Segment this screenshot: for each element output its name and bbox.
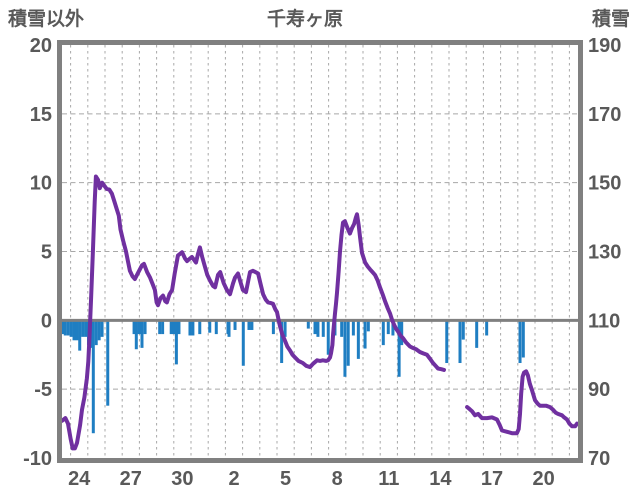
right-axis-tick-label: 150: [588, 173, 621, 195]
precip-bar: [397, 320, 401, 377]
right-axis-tick-label: 130: [588, 242, 621, 264]
precip-bar: [241, 320, 245, 366]
precip-bar: [161, 320, 165, 335]
precip-bar: [140, 320, 144, 348]
precip-bar: [72, 320, 76, 341]
precip-bar: [518, 320, 522, 364]
precip-bar: [106, 320, 110, 406]
x-tick-label: 30: [171, 468, 193, 490]
x-tick-label: 5: [280, 468, 291, 490]
precip-bar: [250, 320, 254, 330]
right-axis-title: 積雪: [591, 9, 630, 30]
precip-bar: [306, 320, 310, 329]
precip-bar: [84, 320, 88, 337]
precip-bar: [283, 320, 287, 337]
left-axis-tick-label: 15: [30, 104, 52, 126]
precip-bar: [188, 320, 192, 336]
precip-bar: [132, 320, 136, 335]
precip-bar: [475, 320, 479, 348]
precip-bar: [134, 320, 138, 350]
left-axis-tick-label: 5: [41, 242, 52, 264]
x-tick-label: 2: [228, 468, 239, 490]
precip-bar: [381, 320, 385, 346]
line-segment-2: [465, 369, 579, 436]
precip-bar: [247, 320, 251, 330]
x-tick-label: 24: [68, 468, 91, 490]
right-axis-tick-label: 190: [588, 35, 621, 57]
plot-border: [57, 40, 583, 463]
precip-bar: [137, 320, 141, 335]
precip-bar: [143, 320, 147, 335]
precip-bar: [208, 320, 212, 333]
precip-bar: [227, 320, 231, 337]
left-axis-tick-label: 20: [30, 35, 52, 57]
left-axis-tick-label: 0: [41, 310, 52, 332]
precip-bar: [91, 320, 95, 434]
left-axis-tick-label: -10: [23, 448, 52, 470]
precip-bar: [69, 320, 73, 337]
precip-bar: [356, 320, 360, 359]
precip-bar: [174, 320, 178, 365]
chart-title: 千寿ヶ原: [266, 9, 343, 30]
precip-bar: [75, 320, 79, 341]
precip-bar: [313, 320, 317, 335]
precip-bar: [158, 320, 162, 335]
precip-bar: [66, 320, 70, 336]
precip-bar: [172, 320, 176, 335]
left-axis-title: 積雪以外: [8, 9, 85, 30]
right-axis-tick-label: 170: [588, 104, 621, 126]
precip-bar: [321, 320, 325, 337]
precip-bar: [78, 320, 82, 351]
precip-bar: [191, 320, 195, 336]
precip-bar: [391, 320, 395, 336]
right-axis-tick-label: 110: [588, 310, 620, 332]
precip-bar: [63, 320, 67, 336]
line-segment-1: [60, 174, 446, 451]
precip-bar: [458, 320, 462, 364]
precip-bar: [271, 320, 275, 335]
x-tick-label: 14: [429, 468, 452, 490]
precip-bar: [316, 320, 320, 337]
precip-bar: [326, 320, 330, 355]
precip-bar: [97, 320, 101, 341]
right-axis-tick-label: 90: [588, 379, 610, 401]
precip-bar: [521, 320, 525, 358]
precip-bar: [198, 320, 202, 335]
precip-bar: [386, 320, 390, 335]
x-tick-label: 8: [332, 468, 343, 490]
precip-bar: [100, 320, 104, 337]
x-tick-label: 27: [120, 468, 142, 490]
precip-bar: [366, 320, 370, 332]
left-axis-tick-label: -5: [34, 379, 52, 401]
precip-bar: [177, 320, 181, 335]
precip-bar: [461, 320, 465, 340]
precip-bar: [400, 320, 404, 346]
precip-bar: [343, 320, 347, 377]
precip-bar: [363, 320, 367, 349]
left-axis-tick-label: 10: [30, 173, 52, 195]
right-axis-tick-label: 70: [588, 448, 610, 470]
precip-bar: [81, 320, 85, 337]
x-tick-label: 20: [532, 468, 554, 490]
precip-bar: [445, 320, 449, 364]
precip-bar: [94, 320, 98, 346]
precip-bar: [169, 320, 173, 335]
precip-bar: [233, 320, 237, 330]
x-tick-label: 17: [481, 468, 503, 490]
x-tick-label: 11: [378, 468, 399, 490]
precip-bar: [280, 320, 284, 364]
precip-bar: [351, 320, 355, 336]
precip-bar: [346, 320, 350, 366]
precip-bar: [485, 320, 489, 336]
precip-bar: [61, 320, 65, 335]
precip-bar: [214, 320, 218, 335]
precip-bar: [340, 320, 344, 337]
